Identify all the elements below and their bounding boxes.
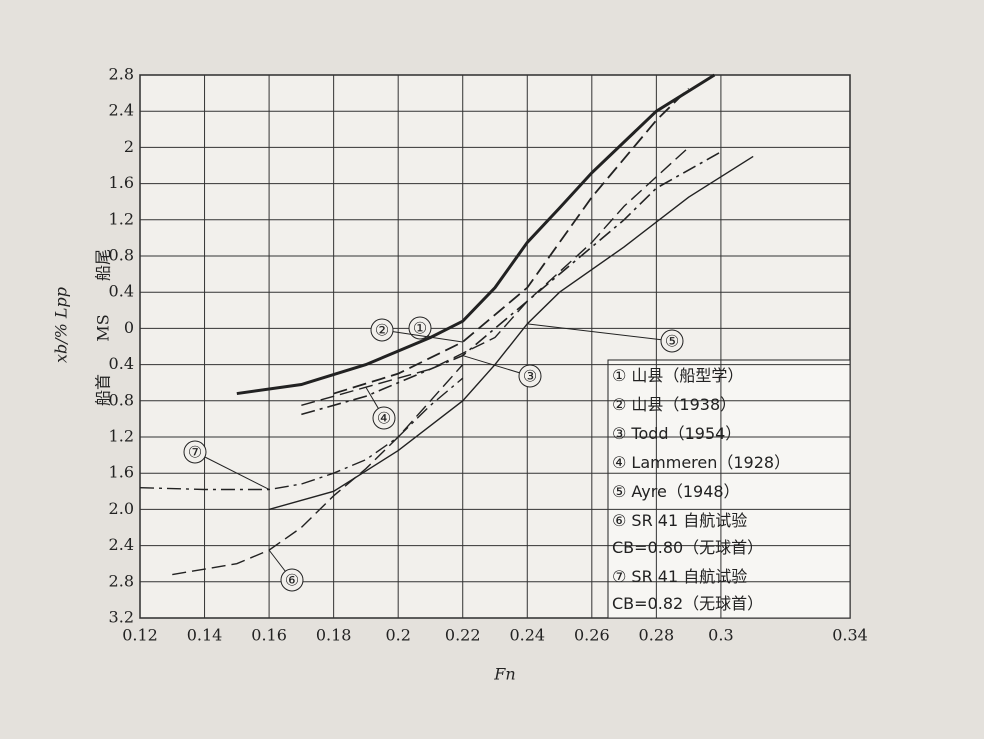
x-tick-label: 0.26 bbox=[574, 626, 610, 645]
series-line bbox=[333, 87, 690, 395]
x-tick-label: 0.22 bbox=[445, 626, 481, 645]
y-tick-label: 0 bbox=[124, 318, 134, 337]
callout-circle bbox=[370, 318, 394, 342]
y-tick-label: 2.8 bbox=[109, 571, 134, 590]
x-tick-label: 0.16 bbox=[251, 626, 287, 645]
series-line bbox=[236, 73, 716, 396]
y-tick-label: 1.6 bbox=[109, 463, 134, 482]
y-tick-label: 2.8 bbox=[109, 65, 134, 84]
legend-entry: ③ Todd（1954） bbox=[612, 424, 742, 443]
y-axis-label: xb/% Lpp bbox=[52, 287, 71, 363]
legend: ① 山县（船型学） ② 山县（1938） ③ Todd（1954） ④ Lammere… bbox=[612, 362, 844, 613]
callout-circle bbox=[660, 329, 684, 353]
callout-label: ⑥ bbox=[285, 571, 299, 590]
series-line bbox=[268, 155, 754, 511]
x-tick-label: 0.3 bbox=[708, 626, 733, 645]
y-mid-label: MS bbox=[94, 314, 113, 341]
x-axis-label: Fn bbox=[493, 665, 515, 684]
y-tick-label: 1.2 bbox=[109, 427, 134, 446]
legend-entry: ① 山县（船型学） bbox=[612, 366, 744, 385]
y-tick-label: 2.4 bbox=[109, 101, 134, 120]
callout-circle bbox=[183, 440, 207, 464]
y-tick-label: 2.0 bbox=[109, 499, 134, 518]
x-tick-label: 0.18 bbox=[316, 626, 352, 645]
series-line bbox=[301, 146, 690, 406]
y-tick-label: 0.4 bbox=[109, 354, 134, 373]
x-tick-label: 0.34 bbox=[832, 626, 868, 645]
legend-entry: ⑥ SR 41 自航试验 CB=0.80（无球首） bbox=[612, 511, 764, 557]
callout-circle bbox=[372, 406, 396, 430]
callout-circle bbox=[408, 316, 432, 340]
y-tick-label: 0.4 bbox=[109, 282, 134, 301]
x-tick-label: 0.14 bbox=[187, 626, 223, 645]
x-tick-label: 0.24 bbox=[509, 626, 545, 645]
series-line bbox=[301, 151, 722, 416]
y-tick-label: 0.8 bbox=[109, 390, 134, 409]
callout-leader bbox=[527, 323, 673, 342]
callout-label: ⑤ bbox=[665, 332, 679, 351]
y-tick-label: 3.2 bbox=[109, 608, 134, 627]
y-tick-label: 0.8 bbox=[109, 246, 134, 265]
y-lower-label: 船首 bbox=[94, 374, 113, 406]
y-tick-label: 2 bbox=[124, 137, 134, 156]
x-tick-label: 0.12 bbox=[122, 626, 158, 645]
callout-label: ② bbox=[375, 321, 389, 340]
callout-label: ⑦ bbox=[188, 443, 202, 462]
callout-label: ③ bbox=[523, 367, 537, 386]
legend-entry: ⑦ SR 41 自航试验 CB=0.82（无球首） bbox=[612, 567, 764, 613]
x-tick-label: 0.2 bbox=[385, 626, 410, 645]
callout-label: ④ bbox=[377, 409, 391, 428]
legend-box bbox=[607, 359, 851, 619]
y-upper-label: 船尾 bbox=[94, 249, 113, 281]
y-tick-label: 1.2 bbox=[109, 209, 134, 228]
y-tick-label: 2.4 bbox=[109, 535, 134, 554]
callout-label: ① bbox=[413, 319, 427, 338]
callout-circle bbox=[280, 568, 304, 592]
x-tick-label: 0.28 bbox=[639, 626, 675, 645]
y-tick-label: 1.6 bbox=[109, 173, 134, 192]
callout-leader bbox=[462, 355, 531, 377]
series-line bbox=[139, 377, 464, 491]
callout-leader bbox=[381, 329, 463, 343]
legend-entry: ⑤ Ayre（1948） bbox=[612, 482, 740, 501]
series-line bbox=[172, 364, 464, 576]
legend-entry: ② 山县（1938） bbox=[612, 395, 737, 414]
callout-circle bbox=[518, 364, 542, 388]
legend-entry: ④ Lammeren（1928） bbox=[612, 453, 791, 472]
callout-leader bbox=[194, 451, 270, 490]
